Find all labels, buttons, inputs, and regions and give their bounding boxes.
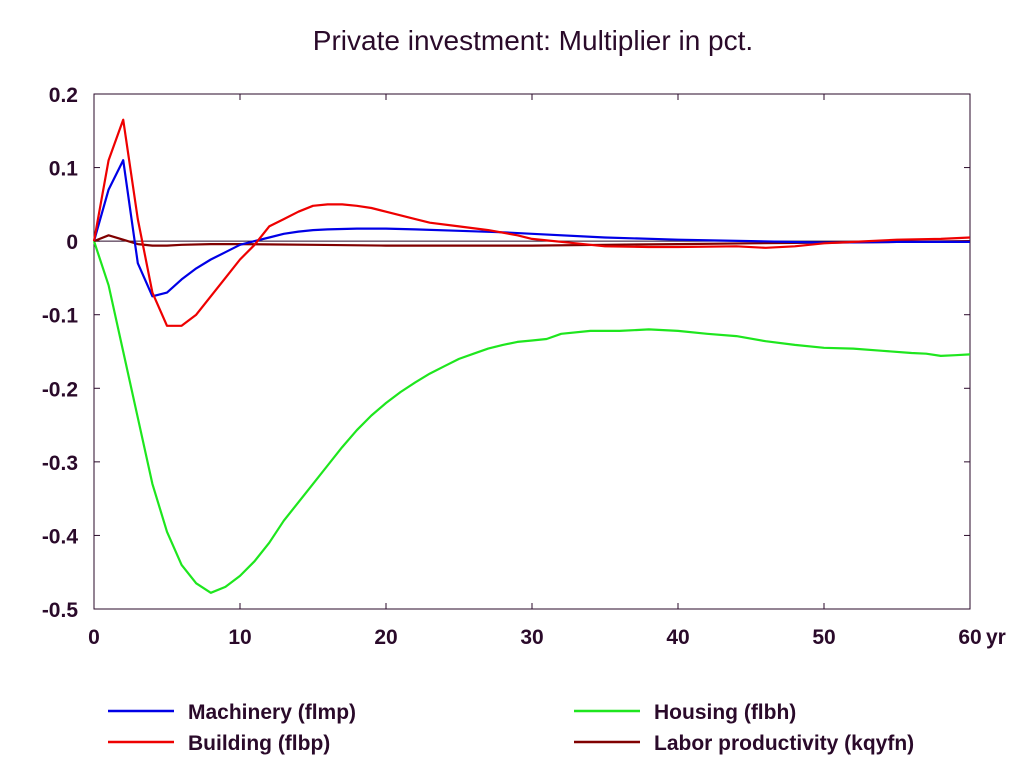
chart-title: Private investment: Multiplier in pct. [313, 25, 753, 56]
y-tick-label: 0 [66, 231, 78, 254]
x-tick-label: 60 [958, 626, 981, 649]
y-tick-label: -0.3 [42, 452, 78, 475]
series-lines [92, 118, 971, 594]
series-line-labor [93, 234, 971, 247]
x-tick-label: 50 [812, 626, 835, 649]
y-tick-label: 0.1 [49, 158, 79, 181]
x-tick-label: 0 [88, 626, 100, 649]
legend-label: Machinery (flmp) [188, 701, 356, 724]
plot-frame [93, 93, 971, 610]
x-unit-label: yr [986, 626, 1006, 649]
legend-label: Housing (flbh) [654, 701, 796, 724]
y-tick-label: -0.2 [42, 378, 78, 401]
series-line-building [92, 118, 971, 327]
y-tick-label: 0.2 [49, 84, 78, 107]
y-tick-label: -0.4 [42, 525, 79, 548]
x-tick-label: 20 [374, 626, 397, 649]
x-tick-label: 30 [520, 626, 543, 649]
y-tick-label: -0.1 [42, 305, 79, 328]
series-line-housing [92, 240, 971, 594]
legend: Machinery (flmp) Building (flbp) Housing (… [108, 701, 914, 755]
x-tick-label: 10 [228, 626, 251, 649]
plot-axes: 0.2 0.1 0 -0.1 -0.2 -0.3 -0.4 -0.5 0 10 20 30 40 50 60… [42, 84, 1006, 649]
x-tick-label: 40 [666, 626, 689, 649]
series-line-machinery [92, 159, 970, 298]
y-tick-label: -0.5 [42, 599, 79, 622]
legend-label: Building (flbp) [188, 732, 330, 755]
legend-label: Labor productivity (kqyfn) [654, 732, 914, 755]
